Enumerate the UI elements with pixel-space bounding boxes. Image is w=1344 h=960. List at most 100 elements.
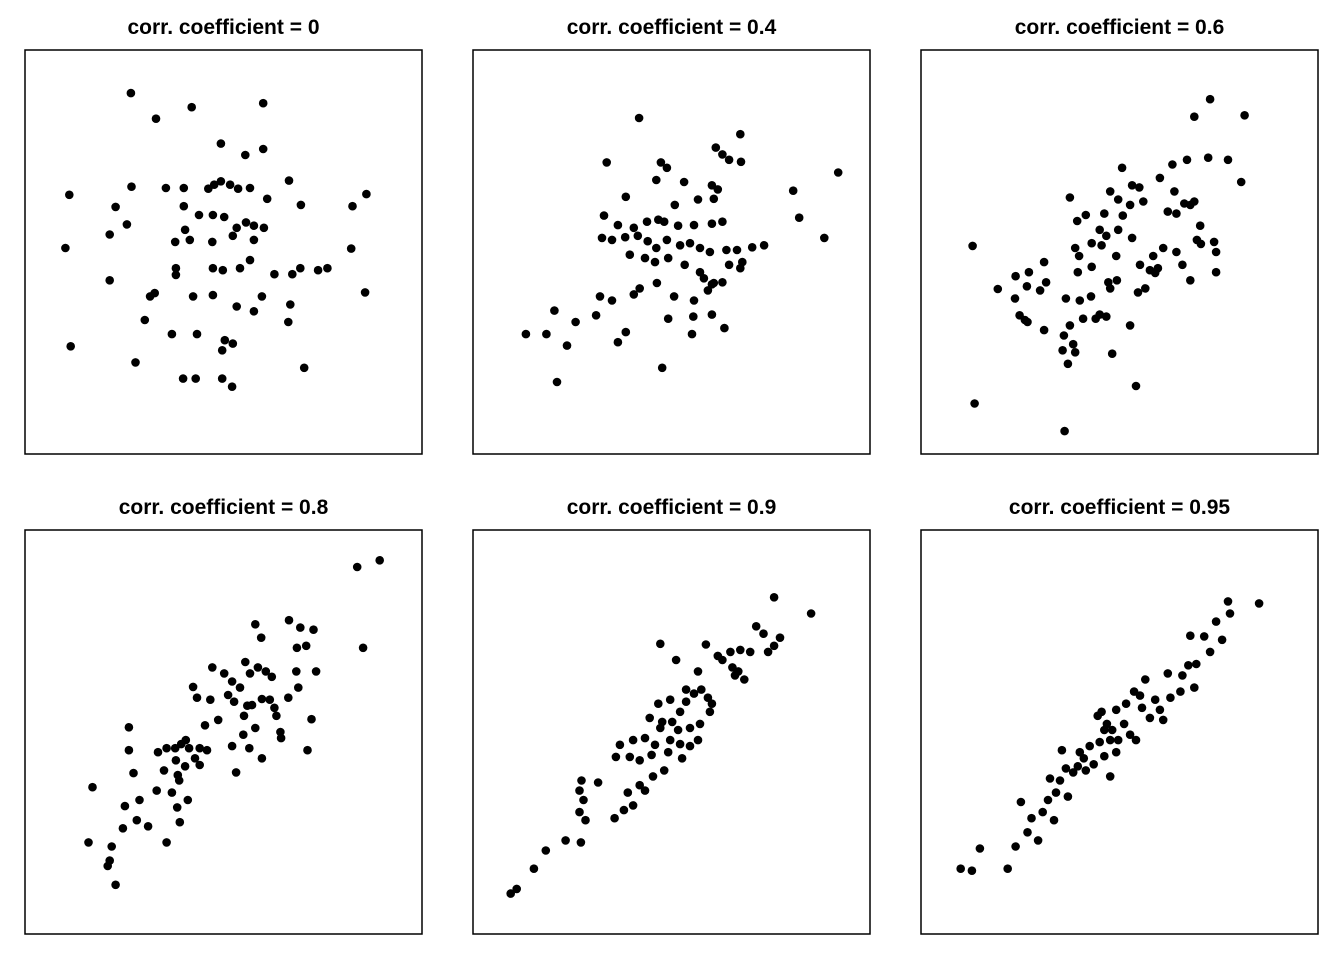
data-point	[629, 290, 639, 299]
data-point	[656, 723, 665, 733]
data-point	[628, 735, 638, 745]
data-point	[292, 643, 302, 653]
data-point	[256, 633, 266, 642]
data-point	[751, 622, 761, 631]
data-point	[1155, 705, 1165, 715]
data-point	[1023, 828, 1032, 837]
data-point	[358, 643, 368, 653]
data-point	[659, 217, 669, 226]
data-point	[1155, 173, 1165, 183]
data-point	[705, 247, 715, 257]
data-point	[1051, 788, 1061, 797]
data-point	[162, 743, 171, 753]
data-point	[1027, 813, 1036, 823]
data-point	[669, 292, 679, 301]
data-point	[311, 667, 321, 676]
data-point	[1107, 349, 1117, 359]
data-point	[718, 150, 727, 159]
data-point	[663, 253, 673, 263]
data-point	[245, 669, 255, 678]
data-point	[1211, 267, 1221, 277]
points-layer	[84, 556, 385, 890]
data-point	[145, 292, 155, 301]
data-point	[1113, 225, 1123, 235]
data-point	[1038, 807, 1047, 817]
data-point	[1095, 225, 1104, 235]
data-point	[84, 838, 93, 847]
data-point	[621, 327, 631, 337]
data-point	[286, 300, 295, 309]
data-point	[577, 776, 586, 785]
data-point	[1254, 599, 1264, 608]
data-point	[171, 270, 181, 280]
data-point	[541, 846, 551, 855]
data-point	[769, 641, 779, 651]
data-point	[251, 620, 260, 629]
data-point	[179, 201, 189, 211]
data-point	[1131, 735, 1141, 745]
data-point	[153, 747, 163, 757]
data-point	[249, 235, 259, 245]
data-point	[219, 669, 229, 678]
data-point	[1107, 725, 1117, 735]
data-point	[820, 233, 829, 243]
data-point	[659, 766, 669, 775]
data-point	[257, 694, 267, 704]
data-point	[673, 221, 683, 230]
data-point	[171, 756, 181, 765]
data-point	[1121, 699, 1131, 708]
data-point	[188, 292, 198, 301]
data-point	[794, 213, 804, 222]
data-point	[620, 232, 630, 242]
data-point	[1163, 669, 1173, 678]
data-point	[228, 231, 238, 241]
data-point	[1102, 312, 1111, 321]
data-point	[1113, 195, 1123, 204]
data-point	[1011, 271, 1020, 281]
data-point	[677, 754, 687, 763]
data-point	[625, 752, 635, 762]
data-point	[232, 223, 241, 233]
data-point	[656, 158, 666, 167]
data-point	[736, 157, 746, 167]
panel-title: corr. coefficient = 0.6	[1015, 16, 1225, 39]
data-point	[673, 725, 683, 735]
data-point	[1158, 243, 1168, 253]
data-point	[736, 263, 745, 273]
data-point	[635, 284, 644, 293]
data-point	[1075, 296, 1085, 305]
data-point	[623, 788, 633, 797]
data-point	[218, 265, 228, 275]
plot-frame	[920, 49, 1319, 455]
data-point	[167, 788, 177, 797]
data-point	[693, 195, 703, 204]
data-point	[652, 243, 661, 253]
data-point	[695, 719, 705, 729]
data-point	[301, 641, 311, 651]
data-point	[1068, 768, 1078, 777]
data-point	[707, 699, 717, 708]
data-point	[1135, 260, 1145, 270]
panel-title: corr. coefficient = 0.4	[567, 16, 777, 39]
data-point	[697, 685, 706, 694]
data-point	[175, 817, 185, 827]
data-point	[645, 713, 654, 723]
data-point	[689, 220, 699, 230]
data-point	[1060, 426, 1069, 436]
data-point	[667, 717, 677, 727]
data-point	[127, 182, 136, 191]
data-point	[1182, 155, 1192, 165]
data-point	[1055, 776, 1065, 785]
data-point	[307, 714, 316, 724]
data-point	[270, 703, 279, 713]
data-point	[705, 707, 715, 717]
data-point	[181, 735, 191, 745]
data-point	[1190, 112, 1199, 121]
data-point	[296, 623, 305, 632]
data-point	[1061, 764, 1071, 773]
data-point	[726, 647, 735, 657]
data-point	[689, 296, 699, 305]
data-point	[107, 842, 116, 851]
data-point	[170, 237, 180, 247]
data-point	[190, 754, 200, 763]
